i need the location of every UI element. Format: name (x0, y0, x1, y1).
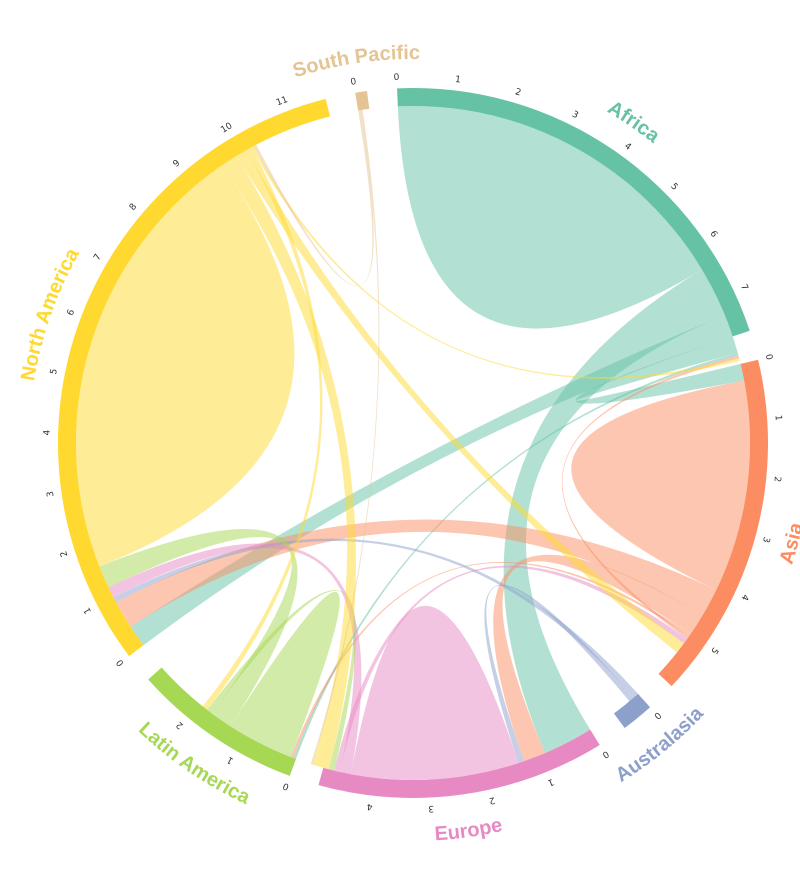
ribbon-asia-to-asia (571, 380, 751, 591)
tick-asia-1: 1 (772, 415, 782, 421)
tick-europe-3: 3 (428, 803, 434, 813)
chord-ribbons (76, 105, 751, 781)
arc-south-pacific (355, 91, 370, 111)
tick-asia-5: 5 (708, 645, 719, 655)
tick-north-america-4: 4 (43, 429, 53, 435)
tick-asia-2: 2 (771, 476, 782, 483)
arc-europe (318, 729, 600, 799)
tick-asia-0: 0 (763, 353, 774, 361)
tick-north-america-9: 9 (171, 158, 182, 170)
arc-latin-america (148, 667, 296, 776)
label-asia: Asia (776, 520, 800, 567)
tick-north-america-10: 10 (219, 121, 234, 136)
tick-north-america-5: 5 (49, 368, 60, 376)
tick-south-pacific-0: 0 (350, 77, 358, 88)
tick-north-america-1: 1 (82, 606, 94, 616)
tick-europe-0: 0 (600, 748, 610, 760)
region-arcs (57, 88, 769, 799)
tick-north-america-3: 3 (46, 490, 57, 497)
tick-asia-3: 3 (760, 535, 771, 543)
tick-north-america-11: 11 (275, 95, 289, 108)
ribbon-asia-to-africa (561, 355, 740, 639)
ribbon-north-america-to-europe (222, 155, 356, 770)
tick-latin-america-1: 1 (226, 754, 236, 766)
tick-africa-7: 7 (738, 283, 749, 292)
tick-north-america-8: 8 (128, 202, 140, 213)
label-africa: Africa (604, 97, 664, 148)
arc-asia (658, 359, 769, 687)
ribbon-africa-to-asia (575, 336, 745, 404)
ribbon-latin-america-to-north-america (99, 528, 298, 727)
tick-europe-2: 2 (488, 794, 496, 805)
tick-north-america-6: 6 (66, 308, 77, 317)
tick-australasia-0: 0 (651, 709, 662, 720)
tick-europe-1: 1 (546, 776, 555, 787)
tick-asia-4: 4 (739, 592, 751, 602)
tick-latin-america-0: 0 (281, 780, 290, 791)
ribbon-africa-to-north-america (130, 315, 733, 646)
ribbon-africa-to-africa (397, 105, 702, 329)
tick-africa-6: 6 (707, 229, 719, 240)
arc-ticks: 0 1 2 3 4 5 6 7 0 1 2 3 4 5 0 0 1 2 3 4 0 1 2 0 1 2 3 4 5 6 7 8 9 10 11 0 (43, 73, 783, 813)
arc-africa (397, 88, 750, 337)
tick-africa-2: 2 (514, 87, 522, 98)
ribbon-australasia-to-europe (484, 584, 634, 764)
label-europe: Europe (434, 814, 504, 845)
arc-north-america (57, 98, 331, 657)
ribbon-latin-america-to-latin-america (230, 591, 340, 758)
ribbon-asia-to-europe (493, 554, 703, 762)
tick-latin-america-2: 2 (175, 719, 186, 730)
tick-africa-0: 0 (393, 73, 399, 83)
tick-north-america-0: 0 (115, 657, 127, 668)
tick-north-america-7: 7 (92, 252, 104, 262)
tick-africa-4: 4 (622, 141, 633, 153)
arc-australasia (613, 693, 651, 728)
tick-africa-3: 3 (570, 110, 580, 122)
ribbon-south-pacific-to-north-america (253, 110, 374, 287)
tick-africa-1: 1 (454, 75, 461, 86)
ribbon-north-america-to-north-america (76, 165, 295, 567)
tick-europe-4: 4 (366, 801, 373, 812)
ribbon-europe-to-europe (350, 605, 519, 781)
ribbon-latin-america-to-europe (207, 590, 357, 771)
tick-north-america-2: 2 (59, 549, 70, 557)
tick-africa-5: 5 (668, 182, 679, 193)
